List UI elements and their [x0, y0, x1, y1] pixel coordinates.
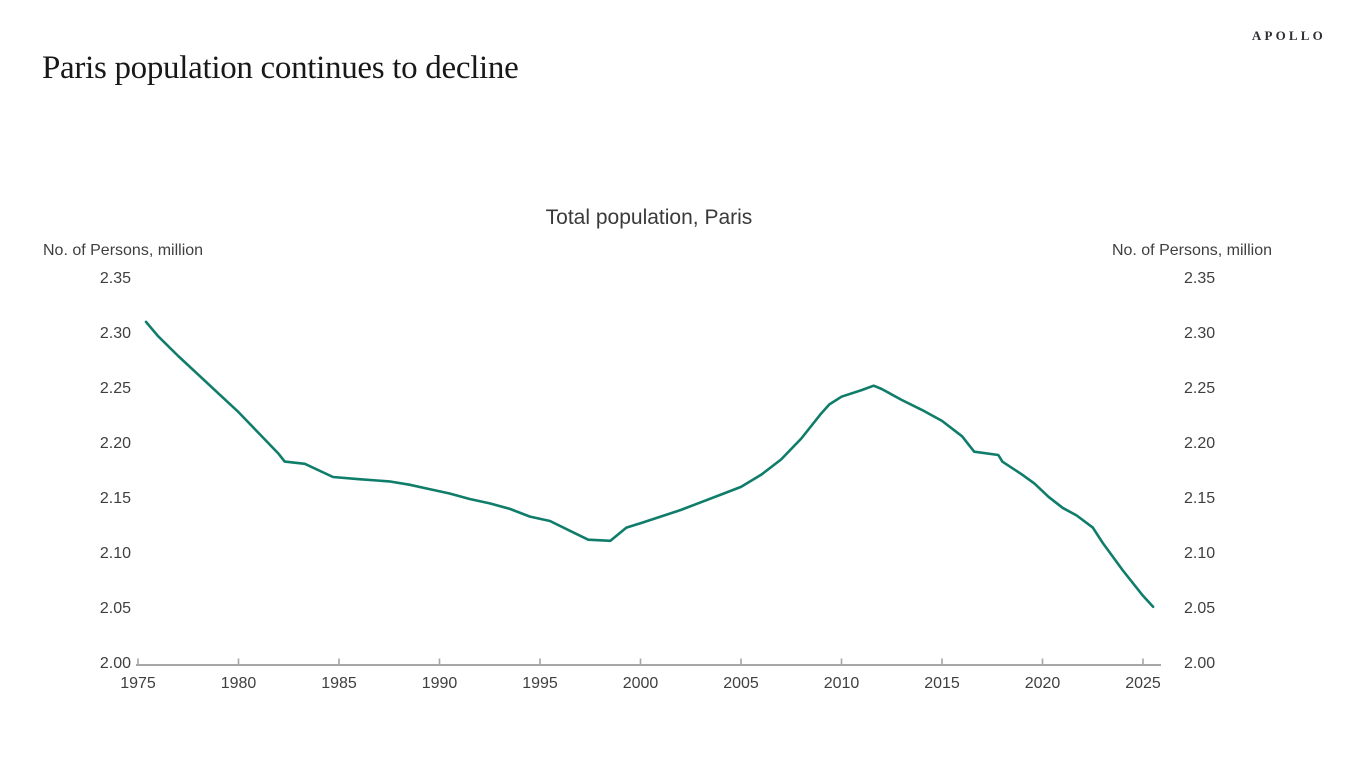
apollo-logo: APOLLO [1251, 28, 1326, 43]
x-tick-label: 2010 [823, 675, 860, 692]
x-tick-label: 2015 [924, 675, 960, 692]
x-tick-label: 2005 [723, 675, 759, 692]
y-tick-label-right: 2.10 [1184, 545, 1216, 562]
y-axis-title-left: No. of Persons, million [43, 242, 204, 259]
x-tick-label: 1975 [120, 675, 156, 692]
y-tick-label-right: 2.35 [1184, 270, 1216, 287]
y-tick-label-left: 2.15 [99, 490, 131, 507]
y-tick-label-left: 2.05 [99, 600, 131, 617]
y-tick-label-right: 2.20 [1184, 435, 1216, 452]
y-tick-label-left: 2.10 [99, 545, 131, 562]
x-tick-label: 1990 [421, 675, 458, 692]
y-tick-label-right: 2.25 [1184, 380, 1216, 397]
y-tick-label-right: 2.05 [1184, 600, 1216, 617]
y-tick-label-right: 2.00 [1184, 655, 1216, 672]
x-tick-label: 2000 [622, 675, 659, 692]
x-tick-label: 2025 [1125, 675, 1161, 692]
y-axis-title-right: No. of Persons, million [1111, 242, 1272, 259]
y-tick-label-left: 2.00 [99, 655, 131, 672]
y-tick-label-left: 2.35 [99, 270, 131, 287]
y-tick-label-right: 2.30 [1184, 325, 1216, 342]
y-tick-label-left: 2.20 [99, 435, 131, 452]
y-tick-label-left: 2.30 [99, 325, 131, 342]
x-tick-label: 1995 [522, 675, 558, 692]
chart-title: Total population, Paris [545, 206, 753, 229]
population-line-series [144, 320, 1155, 609]
x-tick-label: 2020 [1024, 675, 1061, 692]
x-tick-label: 1985 [321, 675, 357, 692]
x-tick-label: 1980 [220, 675, 257, 692]
y-tick-label-right: 2.15 [1184, 490, 1216, 507]
page-title: Paris population continues to decline [42, 50, 519, 86]
y-tick-label-left: 2.25 [99, 380, 131, 397]
